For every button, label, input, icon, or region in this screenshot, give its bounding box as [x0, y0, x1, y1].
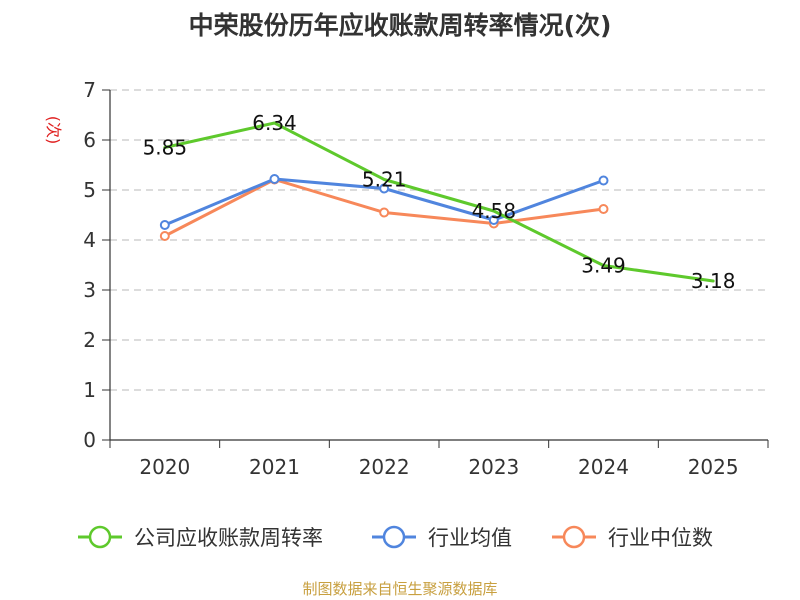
legend[interactable]: 公司应收账款周转率 行业均值 行业中位数: [78, 525, 713, 550]
legend-label: 行业均值: [428, 526, 512, 550]
chart-title: 中荣股份历年应收账款周转率情况(次): [189, 11, 612, 40]
data-point-1: [159, 220, 170, 230]
y-tick-label: 5: [83, 178, 96, 202]
y-tick-label: 6: [83, 128, 96, 152]
data-point-1: [598, 175, 609, 186]
x-tick-label: 2024: [578, 455, 629, 479]
legend-label: 行业中位数: [608, 526, 713, 550]
data-point-1: [488, 215, 499, 225]
source-note: 制图数据来自恒生聚源数据库: [302, 580, 497, 598]
y-axis-label: (次): [44, 116, 63, 145]
legend-label: 公司应收账款周转率: [134, 526, 323, 550]
grid-lines: [110, 89, 768, 391]
x-tick-label: 2023: [468, 455, 519, 479]
data-label: 4.58: [472, 199, 517, 223]
data-label: 6.34: [252, 111, 297, 135]
x-tick-label: 2025: [688, 455, 739, 479]
data-point-2: [598, 204, 609, 214]
data-labels: 5.85 6.34 5.21 4.58 3.49 3.18: [143, 111, 736, 293]
y-tick-label: 2: [83, 328, 96, 352]
legend-item-1[interactable]: 行业均值: [372, 525, 512, 550]
series-line-0: [163, 121, 715, 283]
y-tick-label: 3: [83, 278, 96, 302]
data-point-2: [159, 231, 170, 241]
legend-item-2[interactable]: 行业中位数: [552, 525, 713, 550]
data-point-2: [379, 207, 390, 218]
x-tick-label: 2020: [139, 455, 190, 479]
y-tick-label: 4: [83, 228, 96, 252]
x-tick-label: 2021: [249, 455, 300, 479]
legend-marker-icon: [88, 525, 112, 549]
data-label: 5.21: [362, 168, 407, 192]
y-tick-label: 1: [83, 378, 96, 402]
legend-marker-icon: [382, 525, 406, 549]
legend-marker-icon: [562, 525, 586, 549]
y-tick-label: 0: [83, 428, 96, 452]
data-label: 5.85: [143, 136, 188, 160]
series-lines: [159, 121, 715, 283]
data-point-1: [379, 183, 390, 194]
axes: 0 1 2 3 4 5 6 7 2020 2021 2022 2023 2024 2025: [83, 78, 769, 479]
data-label: 3.49: [581, 254, 626, 278]
x-tick-label: 2022: [359, 455, 410, 479]
legend-item-0[interactable]: 公司应收账款周转率: [78, 525, 323, 550]
data-point-1: [269, 174, 280, 184]
y-tick-label: 7: [83, 78, 96, 102]
data-label: 3.18: [691, 269, 736, 293]
